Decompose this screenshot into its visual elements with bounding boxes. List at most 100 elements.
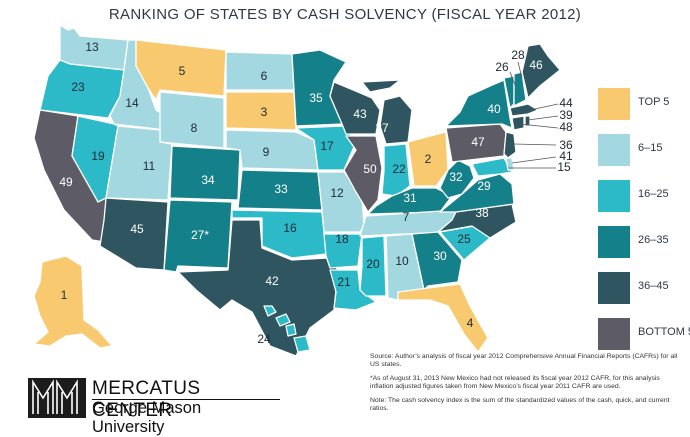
legend-label: BOTTOM 5: [638, 326, 690, 338]
label-wi: 43: [353, 107, 367, 121]
legend-swatch: [598, 272, 630, 304]
label-tx: 42: [265, 274, 279, 288]
label-ne: 9: [263, 145, 270, 159]
label-nm: 27*: [191, 228, 209, 242]
legend-label: 36–45: [638, 280, 669, 292]
legend-item-6-15: 6–15: [598, 134, 688, 176]
state-va[interactable]: [439, 173, 515, 213]
label-va: 29: [477, 179, 491, 193]
label-ga: 30: [433, 249, 447, 263]
legend-swatch: [598, 180, 630, 212]
label-sc: 25: [457, 232, 471, 246]
state-co[interactable]: [169, 145, 241, 201]
state-sd[interactable]: [225, 91, 297, 131]
state-la[interactable]: [329, 269, 377, 311]
logo-divider: [92, 399, 280, 400]
label-ct: 48: [559, 120, 573, 134]
label-ks: 33: [274, 182, 288, 196]
legend-item-36-45: 36–45: [598, 272, 688, 314]
state-hi[interactable]: [263, 305, 311, 353]
label-md: 15: [557, 160, 571, 174]
state-ak[interactable]: [33, 255, 113, 349]
source-note: Source: Author’s analysis of fiscal year…: [370, 353, 678, 369]
label-oh: 2: [425, 152, 432, 166]
footnotes: Source: Author’s analysis of fiscal year…: [370, 353, 680, 418]
label-wy: 8: [191, 121, 198, 135]
legend-label: TOP 5: [638, 96, 670, 108]
state-wi[interactable]: [329, 81, 381, 135]
label-al: 10: [395, 254, 409, 268]
legend-item-top5: TOP 5: [598, 88, 688, 130]
legend-label: 6–15: [638, 142, 663, 154]
mercatus-logo: MERCATUS CENTER George Mason University: [28, 378, 280, 436]
legend-swatch: [598, 134, 630, 166]
label-de: 41: [559, 149, 573, 163]
label-mn: 35: [309, 91, 323, 105]
label-ma: 44: [559, 96, 573, 110]
label-nd: 6: [261, 69, 268, 83]
logo-name: MERCATUS CENTER: [92, 378, 201, 421]
state-ma[interactable]: [509, 103, 539, 117]
state-nh[interactable]: [513, 71, 527, 107]
state-wy[interactable]: [159, 91, 225, 149]
state-me[interactable]: [521, 43, 561, 99]
label-az: 45: [130, 222, 144, 236]
label-ms: 20: [366, 257, 380, 271]
state-az[interactable]: [99, 197, 169, 271]
label-la: 21: [337, 275, 351, 289]
state-nc[interactable]: [437, 203, 517, 239]
label-in: 22: [392, 162, 406, 176]
state-ne[interactable]: [225, 129, 319, 171]
legend-swatch: [598, 88, 630, 120]
label-mo: 12: [330, 186, 344, 200]
new-mexico-note: *As of August 31, 2013 New Mexico had no…: [370, 374, 660, 391]
map-title: RANKING OF STATES BY CASH SOLVENCY (FISC…: [108, 6, 582, 23]
state-md[interactable]: [471, 157, 513, 177]
label-ak: 1: [61, 288, 68, 302]
state-il[interactable]: [343, 135, 383, 213]
label-tn: 7: [403, 210, 410, 224]
logo-subtitle: George Mason University: [92, 399, 202, 436]
label-wa: 13: [85, 40, 99, 54]
label-ut: 11: [143, 159, 156, 173]
label-nh: 28: [511, 48, 525, 62]
label-co: 34: [201, 173, 215, 187]
label-nj: 36: [559, 138, 573, 152]
state-tx[interactable]: [177, 219, 339, 357]
label-il: 50: [363, 162, 377, 176]
label-ok: 16: [283, 221, 297, 235]
label-id: 14: [125, 96, 139, 110]
state-ct[interactable]: [511, 115, 525, 131]
legend: TOP 5 6–15 16–25 26–35 36–45 BOTTOM 5: [598, 88, 690, 364]
state-fl[interactable]: [397, 283, 489, 353]
label-ca: 49: [59, 175, 73, 189]
state-ar[interactable]: [323, 233, 363, 269]
label-nv: 19: [91, 149, 105, 163]
index-note: Note: The cash solvency index is the sum…: [370, 396, 670, 413]
label-or: 23: [71, 80, 85, 94]
legend-item-16-25: 16–25: [598, 180, 688, 222]
state-de[interactable]: [505, 157, 515, 171]
label-ky: 31: [403, 191, 417, 205]
label-fl: 4: [467, 316, 474, 330]
label-ny: 40: [487, 102, 501, 116]
label-sd: 3: [261, 105, 268, 119]
state-nm[interactable]: [163, 199, 233, 273]
legend-swatch: [598, 318, 630, 350]
callout-lines: [508, 61, 559, 169]
legend-swatch: [598, 226, 630, 258]
label-mt: 5: [179, 64, 186, 78]
label-me: 46: [529, 58, 543, 72]
state-ri[interactable]: [524, 115, 531, 127]
state-ms[interactable]: [359, 235, 387, 297]
label-mi: 37: [375, 121, 389, 135]
legend-label: 16–25: [638, 188, 669, 200]
legend-label: 26–35: [638, 234, 669, 246]
state-nj[interactable]: [503, 131, 517, 159]
state-ny[interactable]: [445, 79, 513, 129]
legend-item-26-35: 26–35: [598, 226, 688, 268]
label-ia: 17: [320, 139, 334, 153]
logo-mark: [28, 378, 86, 418]
label-pa: 47: [471, 135, 485, 149]
